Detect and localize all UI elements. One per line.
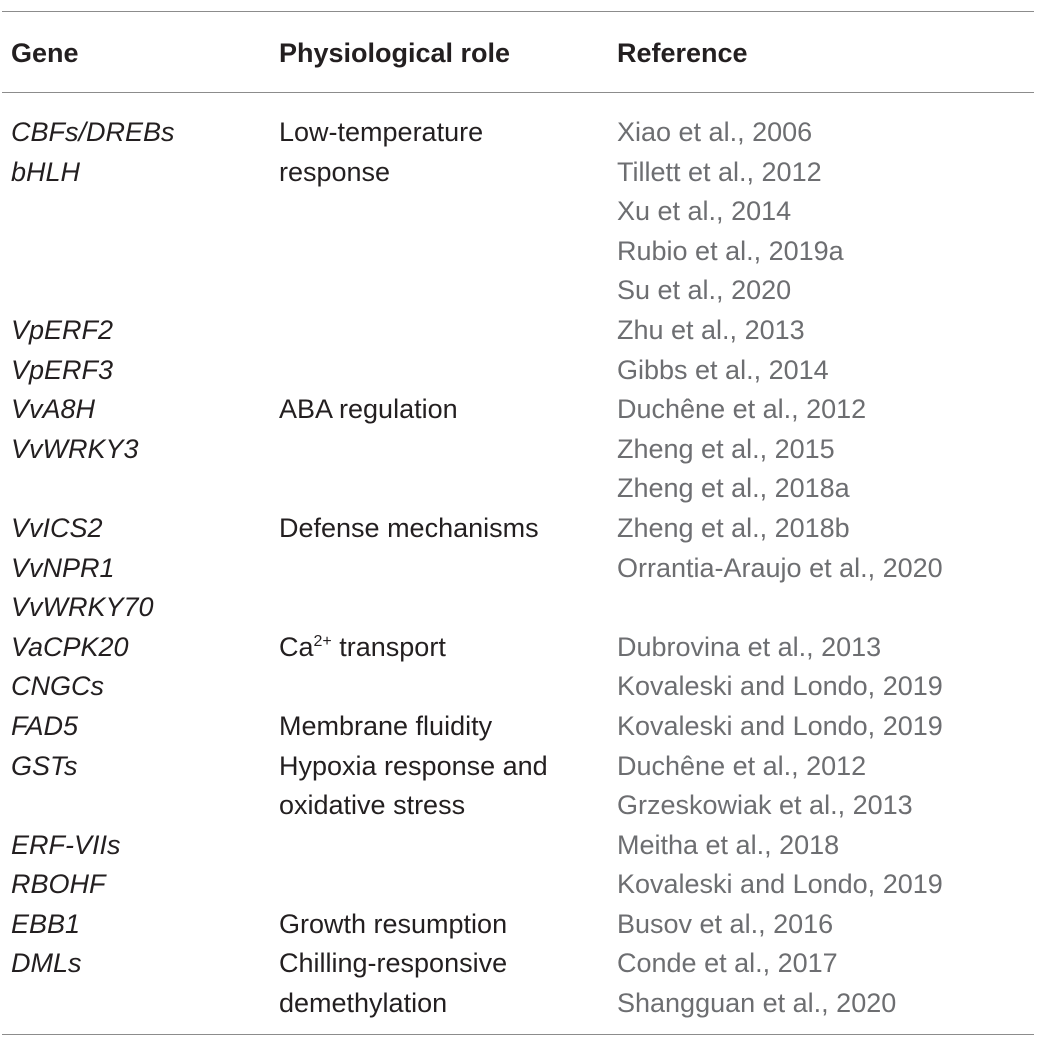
gene-cell: GSTs bbox=[11, 750, 78, 781]
reference-cell: Orrantia-Araujo et al., 2020 bbox=[617, 552, 943, 583]
reference-cell: Dubrovina et al., 2013 bbox=[617, 631, 882, 662]
gene-cell: ERF-VIIs bbox=[11, 829, 121, 860]
reference-cell: Zheng et al., 2015 bbox=[617, 433, 835, 464]
reference-cell: Kovaleski and Londo, 2019 bbox=[617, 869, 943, 900]
reference-cell: Xu et al., 2014 bbox=[617, 196, 792, 227]
reference-cell: Su et al., 2020 bbox=[617, 275, 792, 306]
gene-column: CBFs/DREBs bHLH VpERF2 VpERF3 VvA8H VvWR… bbox=[11, 113, 175, 1024]
reference-cell bbox=[617, 588, 943, 628]
role-cell: demethylation bbox=[279, 988, 448, 1019]
role-cell bbox=[279, 271, 548, 311]
gene-cell bbox=[11, 984, 175, 1024]
role-cell: Low-temperature bbox=[279, 117, 484, 147]
role-cell bbox=[279, 311, 548, 351]
reference-cell: Zhu et al., 2013 bbox=[617, 314, 805, 345]
role-cell bbox=[279, 430, 548, 470]
role-cell bbox=[279, 667, 548, 707]
gene-cell: VpERF2 bbox=[11, 314, 114, 345]
role-cell: Hypoxia response and bbox=[279, 750, 548, 781]
header-reference: Reference bbox=[617, 38, 748, 68]
table-bottom-rule bbox=[2, 1034, 1034, 1035]
role-cell bbox=[279, 865, 548, 905]
reference-column: Xiao et al., 2006 Tillett et al., 2012 X… bbox=[617, 113, 943, 1024]
gene-cell bbox=[11, 192, 175, 232]
gene-cell: VvA8H bbox=[11, 394, 96, 425]
reference-cell: Shangguan et al., 2020 bbox=[617, 988, 897, 1019]
role-cell: Defense mechanisms bbox=[279, 512, 539, 543]
header-gene: Gene bbox=[11, 38, 79, 68]
ca-transport-superscript: 2+ bbox=[313, 632, 332, 650]
role-cell bbox=[279, 192, 548, 232]
gene-cell: VvWRKY70 bbox=[11, 592, 154, 623]
physiological-role-column: Low-temperature response ABA regulation … bbox=[279, 113, 548, 1024]
gene-cell: VvWRKY3 bbox=[11, 433, 139, 464]
role-cell-ca-transport: Ca2+ transport bbox=[279, 628, 548, 668]
role-cell bbox=[279, 232, 548, 272]
role-cell: Chilling-responsive bbox=[279, 948, 508, 979]
role-cell bbox=[279, 588, 548, 628]
reference-cell: Zheng et al., 2018b bbox=[617, 512, 850, 543]
gene-cell: VvNPR1 bbox=[11, 552, 115, 583]
role-cell bbox=[279, 549, 548, 589]
gene-cell: bHLH bbox=[11, 156, 81, 187]
role-cell bbox=[279, 469, 548, 509]
table-top-rule bbox=[2, 11, 1034, 12]
role-cell bbox=[279, 826, 548, 866]
ca-transport-prefix: Ca bbox=[279, 631, 314, 662]
reference-cell: Tillett et al., 2012 bbox=[617, 156, 822, 187]
table-header: Gene Physiological role Reference bbox=[0, 0, 1034, 92]
role-cell: Membrane fluidity bbox=[279, 710, 493, 741]
reference-cell: Conde et al., 2017 bbox=[617, 948, 838, 979]
table-header-rule bbox=[2, 92, 1034, 93]
gene-cell bbox=[11, 271, 175, 311]
gene-cell: EBB1 bbox=[11, 908, 81, 939]
gene-cell: RBOHF bbox=[11, 869, 106, 900]
role-cell: Growth resumption bbox=[279, 908, 508, 939]
reference-cell: Rubio et al., 2019a bbox=[617, 235, 844, 266]
gene-cell: VpERF3 bbox=[11, 354, 114, 385]
header-physiological-role: Physiological role bbox=[279, 38, 511, 68]
reference-cell: Kovaleski and Londo, 2019 bbox=[617, 671, 943, 702]
role-cell: response bbox=[279, 156, 391, 187]
ca-transport-suffix: transport bbox=[331, 631, 446, 662]
gene-cell bbox=[11, 232, 175, 272]
gene-cell: CNGCs bbox=[11, 671, 104, 702]
reference-cell: Xiao et al., 2006 bbox=[617, 117, 813, 147]
role-cell bbox=[279, 351, 548, 391]
reference-cell: Duchêne et al., 2012 bbox=[617, 750, 867, 781]
reference-cell: Zheng et al., 2018a bbox=[617, 473, 850, 504]
gene-cell bbox=[11, 786, 175, 826]
reference-cell: Meitha et al., 2018 bbox=[617, 829, 840, 860]
reference-cell: Grzeskowiak et al., 2013 bbox=[617, 790, 913, 821]
gene-cell: VaCPK20 bbox=[11, 631, 129, 662]
gene-cell bbox=[11, 469, 175, 509]
reference-cell: Busov et al., 2016 bbox=[617, 908, 834, 939]
gene-cell: DMLs bbox=[11, 948, 82, 979]
gene-cell: CBFs/DREBs bbox=[11, 117, 175, 147]
gene-cell: FAD5 bbox=[11, 710, 79, 741]
role-cell: ABA regulation bbox=[279, 394, 458, 425]
reference-cell: Gibbs et al., 2014 bbox=[617, 354, 829, 385]
role-cell: oxidative stress bbox=[279, 790, 466, 821]
gene-cell: VvICS2 bbox=[11, 512, 103, 543]
reference-cell: Duchêne et al., 2012 bbox=[617, 394, 867, 425]
reference-cell: Kovaleski and Londo, 2019 bbox=[617, 710, 943, 741]
